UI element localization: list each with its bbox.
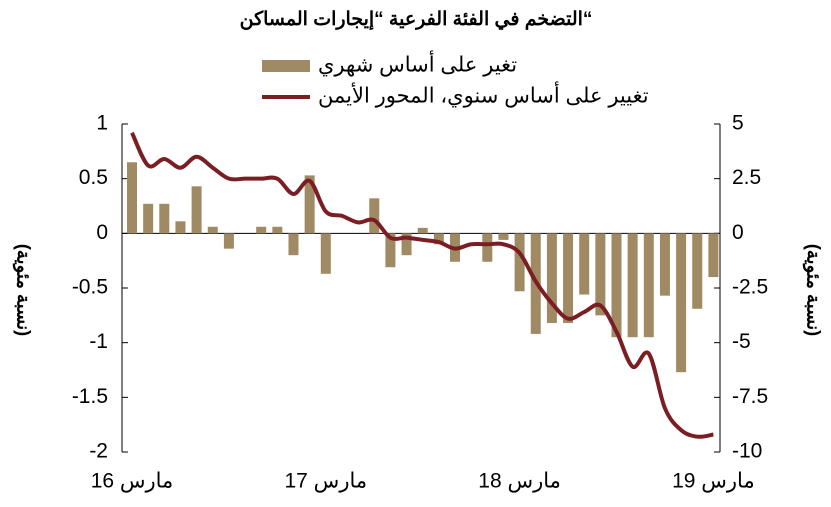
bar xyxy=(482,233,493,262)
y2-tick-label: -5 xyxy=(732,330,751,353)
x-tick-label: مارس 16 xyxy=(91,470,174,494)
bar xyxy=(563,233,574,323)
bar xyxy=(514,233,525,292)
y-axis-label: (نسبة مئوية) xyxy=(12,244,33,336)
bar xyxy=(320,233,331,274)
legend-label: تغير على أساس شهري xyxy=(318,50,517,78)
y-tick-label: -2 xyxy=(89,440,108,463)
y2-tick-label: 5 xyxy=(732,112,744,135)
y2-tick-label: 0 xyxy=(732,221,744,244)
legend-swatch xyxy=(262,60,310,72)
y2-tick-label: -10 xyxy=(732,440,762,463)
bar xyxy=(417,227,428,234)
bar xyxy=(256,226,267,234)
line xyxy=(130,131,714,439)
bar xyxy=(191,186,202,234)
bar xyxy=(498,233,509,240)
y-tick-label: -1.5 xyxy=(72,385,108,408)
bar xyxy=(659,233,670,296)
bar xyxy=(433,233,444,245)
bar xyxy=(272,226,283,234)
y2-axis-label: (نسبة مئوية) xyxy=(802,244,823,336)
bar xyxy=(708,233,719,278)
bar xyxy=(401,233,412,256)
bar xyxy=(627,233,638,338)
y-tick-label: 0.5 xyxy=(79,166,108,189)
bar xyxy=(223,233,234,249)
bar xyxy=(692,233,703,309)
bar xyxy=(385,233,396,268)
bar xyxy=(127,162,137,234)
chart-title: التضخم في الفئة الفرعية “إيجارات المساكن… xyxy=(240,9,593,31)
x-tick-label: مارس 19 xyxy=(672,470,755,494)
bar xyxy=(288,233,299,256)
bar xyxy=(546,233,557,323)
bar xyxy=(643,233,654,338)
y-tick-label: -1 xyxy=(89,330,108,353)
y2-tick-label: -7.5 xyxy=(732,385,768,408)
y-tick-label: -0.5 xyxy=(72,276,108,299)
bar xyxy=(175,221,186,234)
x-tick-label: مارس 17 xyxy=(284,470,367,494)
y2-tick-label: -2.5 xyxy=(732,276,768,299)
bar xyxy=(207,226,218,234)
bar xyxy=(159,203,170,234)
y-tick-label: 0 xyxy=(96,221,108,244)
bar xyxy=(304,175,315,234)
bar xyxy=(579,233,590,295)
bar xyxy=(369,198,380,234)
x-tick-label: مارس 18 xyxy=(478,470,561,494)
y-tick-label: 1 xyxy=(96,112,108,135)
bar xyxy=(676,233,687,373)
y2-tick-label: 2.5 xyxy=(732,166,761,189)
bar xyxy=(611,233,622,338)
bar xyxy=(143,203,154,234)
legend-label: تغيير على أساس سنوي، المحور الأيمن xyxy=(318,81,649,109)
bar xyxy=(595,233,606,316)
